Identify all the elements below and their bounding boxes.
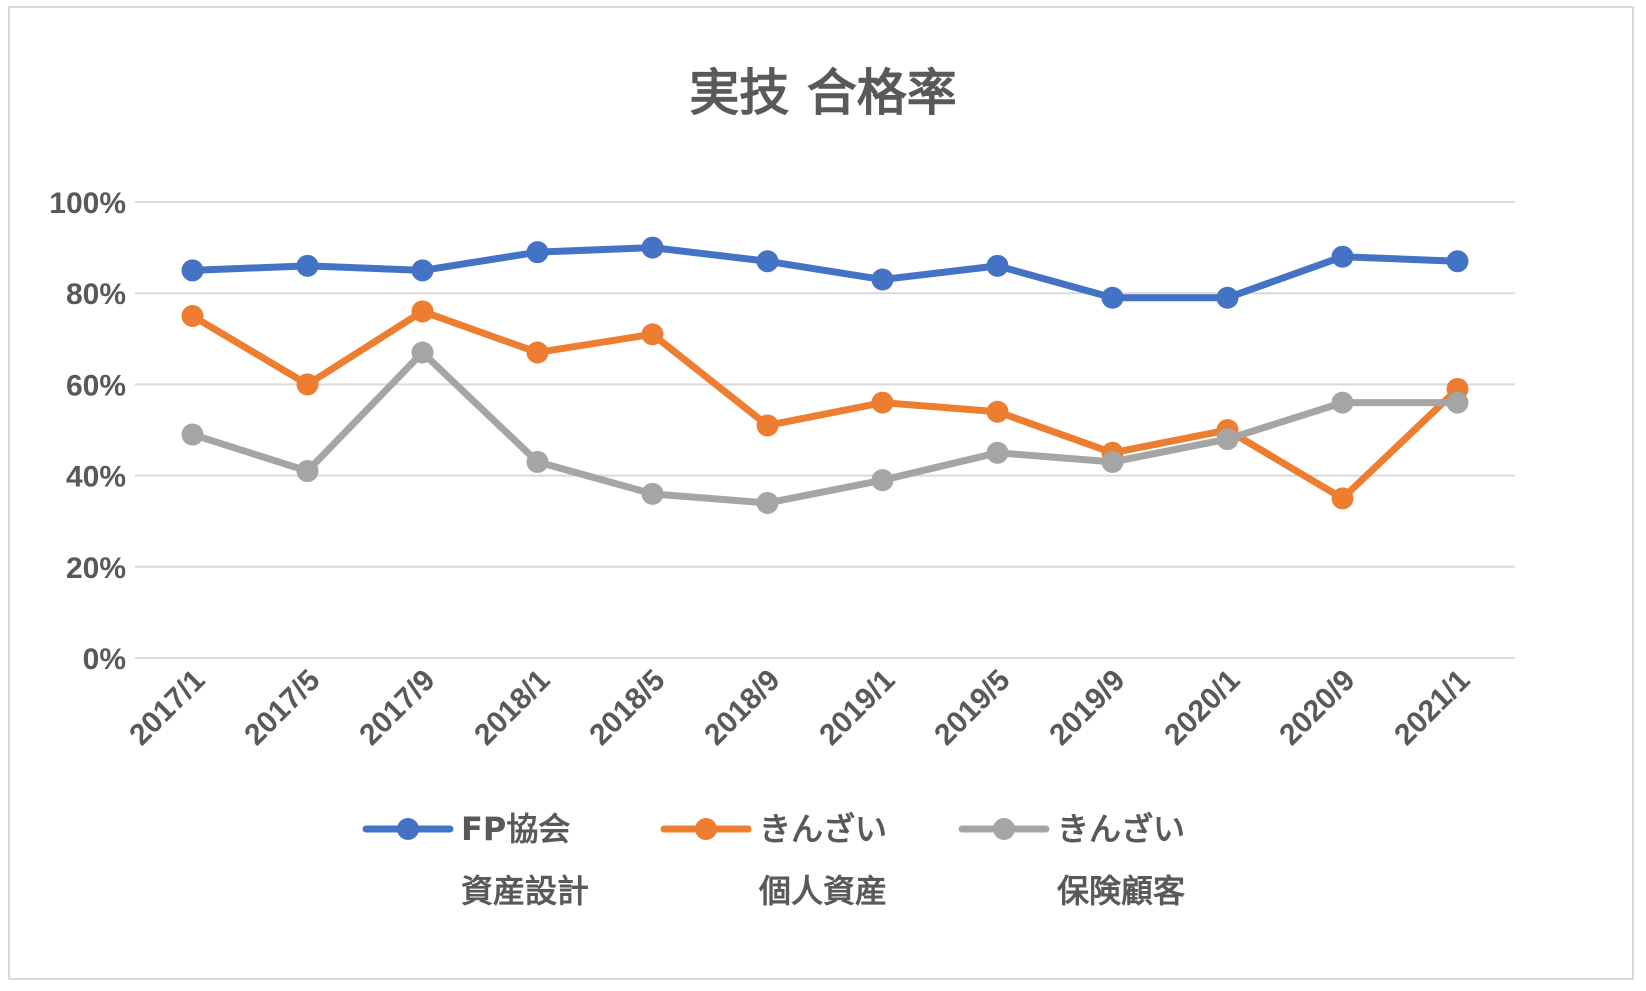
series-2	[181, 300, 1469, 510]
y-tick-label: 60%	[66, 369, 126, 402]
y-tick-label: 80%	[66, 278, 126, 311]
data-point	[641, 323, 664, 346]
data-point	[181, 259, 204, 282]
data-point	[1101, 286, 1124, 309]
x-tick-label: 2018/1	[468, 664, 556, 752]
data-point	[1101, 450, 1124, 473]
data-point	[296, 254, 319, 277]
data-point	[526, 341, 549, 364]
legend-label: きんざい	[1057, 810, 1185, 848]
y-tick-label: 20%	[66, 552, 126, 585]
x-tick-label: 2021/1	[1388, 664, 1476, 752]
data-point	[1216, 428, 1239, 451]
data-point	[871, 268, 894, 291]
gridlines	[135, 201, 1515, 659]
data-point	[1331, 391, 1354, 414]
x-tick-label: 2018/9	[698, 664, 786, 752]
data-point	[641, 236, 664, 259]
series-1	[181, 236, 1469, 309]
x-tick-label: 2019/1	[813, 664, 901, 752]
series-line	[189, 348, 1461, 507]
data-point	[1331, 487, 1354, 510]
y-tick-label: 100%	[49, 187, 126, 220]
x-tick-label: 2019/5	[928, 664, 1016, 752]
data-point	[1331, 245, 1354, 268]
data-point	[296, 373, 319, 396]
data-point	[871, 469, 894, 492]
data-point	[871, 391, 894, 414]
data-point	[1446, 391, 1469, 414]
legend-marker	[695, 818, 717, 840]
data-point	[526, 241, 549, 264]
legend-label-line2: 保険顧客	[1057, 872, 1185, 910]
series-3	[181, 341, 1469, 514]
data-point	[1446, 250, 1469, 273]
data-point	[1216, 286, 1239, 309]
data-point	[641, 482, 664, 505]
x-tick-label: 2017/9	[353, 664, 441, 752]
x-tick-label: 2017/1	[123, 664, 211, 752]
data-point	[756, 250, 779, 273]
legend-label: きんざい	[759, 810, 887, 848]
legend-marker	[993, 818, 1015, 840]
x-tick-label: 2018/5	[583, 664, 671, 752]
data-point	[756, 491, 779, 514]
legend-label-line2: 資産設計	[461, 872, 589, 910]
legend-label: FP協会	[461, 810, 570, 848]
x-tick-label: 2020/9	[1273, 664, 1361, 752]
data-point	[986, 400, 1009, 423]
data-point	[181, 305, 204, 327]
data-point	[526, 450, 549, 473]
legend-label-line2: 個人資産	[758, 872, 887, 910]
data-point	[411, 259, 434, 282]
x-tick-label: 2020/1	[1158, 664, 1246, 752]
chart-title: 実技 合格率	[689, 64, 956, 122]
series-line	[189, 307, 1461, 502]
x-tick-label: 2019/9	[1043, 664, 1131, 752]
x-tick-label: 2017/5	[238, 664, 326, 752]
series-line	[189, 244, 1461, 302]
data-point	[756, 414, 779, 437]
data-point	[411, 341, 434, 364]
data-point	[986, 254, 1009, 277]
y-tick-label: 40%	[66, 461, 126, 494]
data-point	[986, 441, 1009, 464]
y-axis-ticks: 0% 20% 40% 60% 80% 100%	[49, 187, 126, 676]
y-tick-label: 0%	[83, 643, 126, 676]
data-point	[296, 460, 319, 483]
x-axis-ticks: 2017/1 2017/5 2017/9 2018/1 2018/5 2018/9 2019…	[123, 664, 1476, 752]
legend-marker	[397, 818, 419, 840]
series-group	[181, 236, 1469, 514]
data-point	[411, 300, 434, 323]
data-point	[181, 423, 204, 446]
